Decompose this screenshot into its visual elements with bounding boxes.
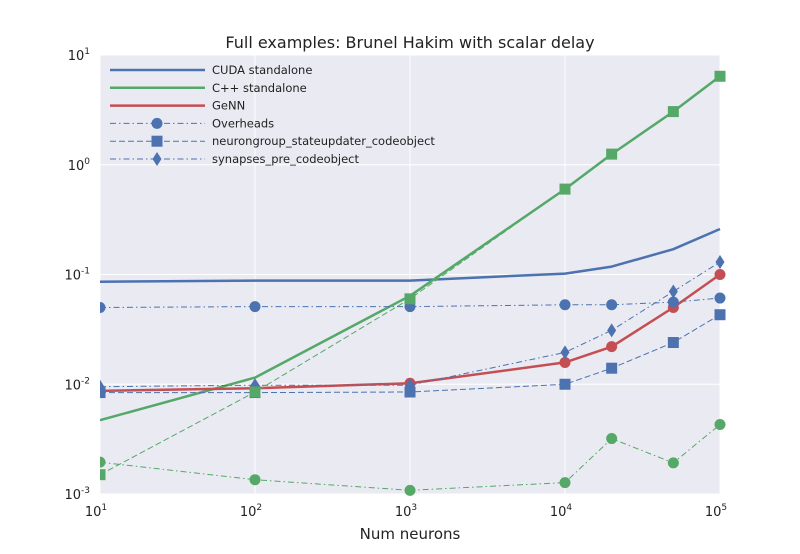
y-tick-label: 100 <box>68 157 91 174</box>
data-point <box>100 379 105 394</box>
series-group <box>100 70 726 496</box>
x-tick-labels: 101 102 103 104 105 <box>85 503 727 520</box>
data-point <box>151 117 163 129</box>
data-point <box>667 337 679 349</box>
data-point <box>559 378 571 390</box>
y-tick-label: 10-2 <box>64 376 90 393</box>
data-point <box>559 299 571 311</box>
data-point <box>151 135 163 147</box>
data-point <box>667 296 679 308</box>
y-tick-labels: 10-3 10-2 10-1 100 101 <box>64 47 90 503</box>
data-point <box>100 302 106 314</box>
data-point <box>667 106 679 118</box>
legend-label: GeNN <box>212 99 245 113</box>
legend-label: C++ standalone <box>212 81 307 95</box>
legend-item: neurongroup_stateupdater_codeobject <box>110 134 435 148</box>
data-point <box>249 301 261 313</box>
data-point <box>560 345 570 360</box>
x-tick-label: 102 <box>240 503 262 520</box>
data-point <box>404 293 416 305</box>
series-cuda-standalone <box>100 227 721 283</box>
data-point <box>607 323 617 338</box>
series-unlabeled-6 <box>100 418 726 496</box>
legend-label: synapses_pre_codeobject <box>212 152 360 166</box>
data-point <box>606 299 618 311</box>
legend-item: synapses_pre_codeobject <box>110 152 360 166</box>
data-point <box>606 362 618 374</box>
data-point <box>606 341 618 353</box>
legend-item: CUDA standalone <box>110 63 312 77</box>
data-point <box>559 477 571 489</box>
series-line <box>100 227 721 283</box>
data-point <box>714 309 726 321</box>
series-overheads <box>100 292 726 314</box>
data-point <box>100 456 106 468</box>
series-unlabeled-7 <box>100 70 726 481</box>
y-tick-label: 10-1 <box>64 267 90 284</box>
legend-item: GeNN <box>110 99 245 113</box>
y-tick-label: 10-3 <box>64 486 90 503</box>
chart-title: Full examples: Brunel Hakim with scalar … <box>225 33 594 52</box>
legend-label: neurongroup_stateupdater_codeobject <box>212 134 435 148</box>
data-point <box>714 269 726 280</box>
data-point <box>714 418 726 430</box>
data-point <box>405 378 415 393</box>
data-point <box>606 433 618 445</box>
legend: CUDA standalone C++ standalone GeNN Overhea… <box>110 63 435 166</box>
x-tick-label: 105 <box>705 503 727 520</box>
legend-item: C++ standalone <box>110 81 307 95</box>
data-point <box>559 183 571 195</box>
data-point <box>249 474 261 486</box>
data-point <box>714 70 726 82</box>
x-tick-label: 104 <box>550 503 573 520</box>
x-tick-label: 103 <box>395 503 417 520</box>
y-tick-label: 101 <box>68 47 90 64</box>
data-point <box>249 386 261 398</box>
data-point <box>715 254 725 269</box>
data-point <box>404 484 416 496</box>
data-point <box>606 148 618 160</box>
legend-label: Overheads <box>212 116 274 130</box>
data-point <box>100 387 106 399</box>
legend-label: CUDA standalone <box>212 63 312 77</box>
legend-item: Overheads <box>110 116 274 130</box>
data-point <box>152 152 162 166</box>
x-axis-label: Num neurons <box>360 525 461 543</box>
x-tick-label: 101 <box>85 503 107 520</box>
data-point <box>668 284 678 299</box>
data-point <box>559 356 571 368</box>
data-point <box>667 457 679 469</box>
data-point <box>714 292 726 304</box>
data-point <box>100 469 106 481</box>
